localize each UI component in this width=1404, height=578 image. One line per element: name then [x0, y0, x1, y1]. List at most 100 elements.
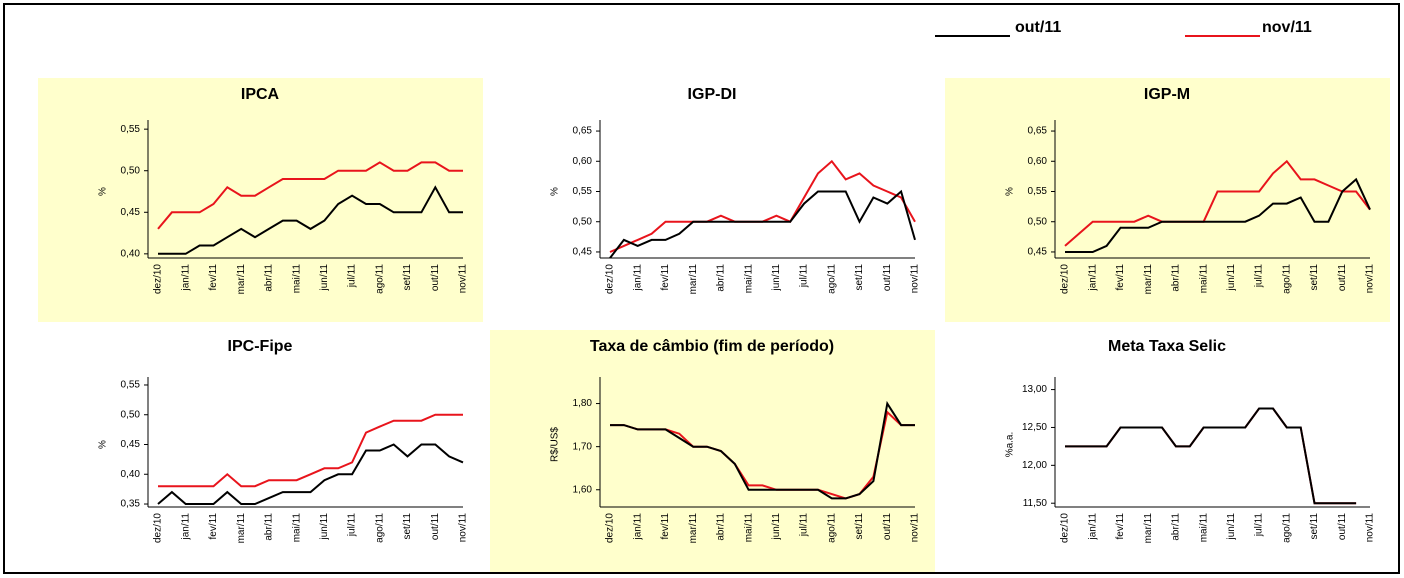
- x-tick-label: fev/11: [660, 513, 671, 540]
- y-tick-label: 0,55: [1028, 186, 1048, 197]
- y-tick-label: 0,50: [121, 165, 141, 176]
- x-tick-label: abr/11: [264, 264, 275, 292]
- y-tick-label: 0,55: [573, 186, 593, 197]
- x-tick-label: mai/11: [291, 264, 302, 294]
- y-tick-label: 0,55: [121, 124, 141, 135]
- y-tick-label: 0,50: [573, 216, 593, 227]
- x-tick-label: jul/11: [799, 264, 810, 289]
- x-tick-label: jun/11: [319, 513, 330, 541]
- x-tick-label: jun/11: [319, 264, 330, 292]
- x-tick-label: jul/11: [1254, 513, 1265, 538]
- x-tick-label: jul/11: [799, 513, 810, 538]
- x-tick-label: nov/11: [458, 264, 469, 294]
- x-tick-label: mai/11: [1198, 513, 1209, 543]
- chart-title: IGP-M: [1144, 86, 1190, 103]
- panel: [490, 330, 935, 572]
- x-tick-label: jan/11: [632, 264, 643, 292]
- line-series: [157, 161, 463, 230]
- y-axis-label: %a.a.: [1005, 432, 1016, 458]
- x-tick-label: out/11: [430, 264, 441, 291]
- legend-label: nov/11: [1262, 19, 1312, 36]
- x-tick-label: mar/11: [236, 264, 247, 295]
- y-tick-label: 1,80: [573, 398, 593, 409]
- x-tick-label: mar/11: [236, 513, 247, 544]
- y-tick-label: 1,60: [573, 484, 593, 495]
- x-tick-label: mai/11: [291, 513, 302, 543]
- x-tick-label: mai/11: [743, 264, 754, 294]
- x-tick-label: out/11: [882, 513, 893, 540]
- panel: [38, 78, 483, 322]
- x-tick-label: abr/11: [716, 513, 727, 541]
- y-tick-label: 0,65: [573, 126, 593, 137]
- y-tick-label: 0,40: [121, 248, 141, 259]
- y-tick-label: 12,00: [1022, 460, 1047, 471]
- chart-title: IGP-DI: [688, 86, 737, 103]
- panel: [945, 78, 1390, 322]
- x-tick-label: fev/11: [1115, 264, 1126, 291]
- line-series: [158, 185, 463, 255]
- line-series: [1065, 407, 1357, 505]
- x-tick-label: nov/11: [910, 264, 921, 294]
- x-tick-label: nov/11: [458, 513, 469, 543]
- x-tick-label: ago/11: [1281, 513, 1292, 543]
- x-tick-label: mai/11: [743, 513, 754, 543]
- x-tick-label: out/11: [882, 264, 893, 291]
- x-tick-label: dez/10: [605, 264, 616, 294]
- x-tick-label: abr/11: [716, 264, 727, 292]
- x-tick-label: dez/10: [605, 513, 616, 543]
- x-tick-label: set/11: [1309, 264, 1320, 291]
- x-tick-label: mai/11: [1198, 264, 1209, 294]
- x-tick-label: fev/11: [208, 513, 219, 540]
- x-tick-label: nov/11: [1365, 513, 1376, 543]
- line-series: [610, 400, 915, 500]
- x-tick-label: mar/11: [1143, 513, 1154, 544]
- chart-title: Meta Taxa Selic: [1108, 338, 1226, 355]
- x-tick-label: jan/11: [632, 513, 643, 541]
- y-tick-label: 0,45: [121, 439, 141, 450]
- x-tick-label: jan/11: [1087, 513, 1098, 541]
- x-tick-label: out/11: [1337, 513, 1348, 540]
- x-tick-label: jan/11: [1087, 264, 1098, 292]
- y-axis-label: %: [550, 187, 561, 196]
- x-tick-label: abr/11: [1171, 264, 1182, 292]
- frame: [3, 3, 1400, 574]
- x-tick-label: dez/10: [153, 264, 164, 294]
- y-tick-label: 0,50: [1028, 216, 1048, 227]
- y-axis-label: %: [1005, 187, 1016, 196]
- x-tick-label: out/11: [1337, 264, 1348, 291]
- x-tick-label: fev/11: [1115, 513, 1126, 540]
- chart-title: IPCA: [241, 86, 280, 103]
- x-tick-label: abr/11: [1171, 513, 1182, 541]
- y-tick-label: 0,45: [573, 247, 593, 258]
- y-tick-label: 0,65: [1028, 126, 1048, 137]
- y-axis-label: %: [98, 440, 109, 449]
- y-tick-label: 0,45: [121, 207, 141, 218]
- x-tick-label: set/11: [402, 513, 413, 540]
- y-tick-label: 0,45: [1028, 247, 1048, 258]
- x-tick-label: set/11: [402, 264, 413, 291]
- y-tick-label: 13,00: [1022, 384, 1047, 395]
- x-tick-label: nov/11: [1365, 264, 1376, 294]
- y-tick-label: 0,60: [1028, 156, 1048, 167]
- line-series: [609, 189, 916, 259]
- x-tick-label: jul/11: [347, 513, 358, 538]
- line-series: [1064, 159, 1371, 247]
- x-tick-label: abr/11: [264, 513, 275, 541]
- x-tick-label: mar/11: [688, 513, 699, 544]
- x-tick-label: ago/11: [826, 513, 837, 543]
- line-series: [158, 413, 463, 488]
- x-tick-label: mar/11: [688, 264, 699, 295]
- x-tick-label: dez/10: [153, 513, 164, 543]
- x-tick-label: ago/11: [374, 513, 385, 543]
- y-tick-label: 0,55: [121, 380, 141, 391]
- chart-title: Taxa de câmbio (fim de período): [590, 338, 834, 355]
- x-tick-label: jun/11: [771, 513, 782, 541]
- x-tick-label: jan/11: [180, 513, 191, 541]
- x-tick-label: ago/11: [1281, 264, 1292, 294]
- x-tick-label: jun/11: [771, 264, 782, 292]
- y-tick-label: 0,50: [121, 409, 141, 420]
- y-tick-label: 0,60: [573, 156, 593, 167]
- y-tick-label: 12,50: [1022, 422, 1047, 433]
- y-tick-label: 11,50: [1023, 498, 1048, 509]
- x-tick-label: jul/11: [1254, 264, 1265, 289]
